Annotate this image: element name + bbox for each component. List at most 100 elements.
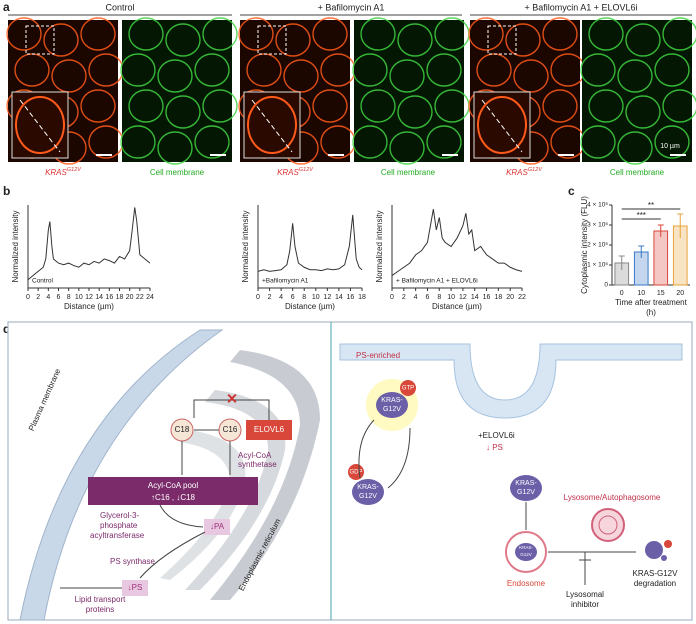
cell [617,131,653,165]
arrow [358,419,375,479]
gene: KRAS [277,168,299,177]
x-tick-label: 24 [146,294,154,301]
bar [653,230,669,286]
x-tick-label: 4 [279,294,283,301]
y-axis-label: Normalized intensity [241,210,250,282]
cell [397,95,433,129]
y-axis-label: Normalized intensity [11,210,20,282]
cell [202,17,238,51]
label: proteins [86,605,114,614]
gene: KRAS [506,168,528,177]
y-axis-label: Normalized intensity [375,210,384,282]
protein-label: KRAS- [519,545,533,550]
node-label: Acyl-CoA pool [148,481,198,490]
node [88,477,258,505]
cell [360,89,396,123]
panel-label: c [568,184,575,198]
x-tick-label: 4 [46,294,50,301]
profile-line [27,207,151,281]
x-axis-label: Distance (µm) [285,302,335,311]
enzyme-label: phosphate [100,521,138,530]
protein-label: G12V [359,493,377,500]
x-tick-label: 4 [414,294,418,301]
x-tick-label: 0 [390,294,394,301]
plasma-membrane [19,329,224,621]
enzyme-label: Acyl-CoA [238,451,272,460]
x-tick-label: 22 [136,294,144,301]
cell [426,125,462,159]
cell [165,95,201,129]
x-tick-label: 0 [26,294,30,301]
x-tick-label: 18 [116,294,124,301]
cell [389,131,425,165]
series-label: Control [32,278,54,285]
x-tick-label: 8 [302,294,306,301]
cell [120,125,156,159]
label: PS-enriched [356,351,400,360]
superscript: G12V [299,167,314,173]
channel-label: KRASG12V [45,167,82,177]
y-tick-label: 4 × 10⁶ [587,202,608,209]
x-tick-label: 22 [518,294,526,301]
cell [505,23,541,57]
cell [542,89,578,123]
scale-bar-label: 10 µm [660,143,680,150]
cell [625,95,661,129]
cell [6,17,42,51]
cell [389,59,425,93]
cell [80,89,116,123]
x-axis-label: Time after treatment [615,298,688,307]
cell [588,17,624,51]
cell [662,17,696,51]
protein-label: G12V [383,406,401,413]
membrane [339,343,683,419]
x-tick-label: 16 [105,294,113,301]
x-tick-label: 20 [676,290,684,297]
x-tick-label: 12 [459,294,467,301]
x-tick-label: 10 [447,294,455,301]
panel-label: d [3,322,10,336]
inset-box [257,25,287,55]
cell [312,17,348,51]
channel-label: Cell membrane [610,168,665,177]
micrographs [6,17,696,165]
right-diagram: PS-enriched KRAS- G12V GTP KRAS- G12V GD… [339,343,683,609]
enzyme-label: Glycerol-3- [100,511,139,520]
profile-line [257,214,363,272]
label: Lysosome/Autophagosome [564,493,661,502]
nucleotide-label: GDP [349,470,362,476]
protein-label: KRAS- [357,484,379,491]
cell [654,125,690,159]
label: +ELOVL6i [478,431,515,440]
node [122,580,148,596]
superscript: G12V [67,167,82,173]
protein [376,392,408,418]
x-tick-label: 20 [126,294,134,301]
significance-label: *** [637,211,646,220]
nucleotide [400,380,416,396]
x-axis-label: Distance (µm) [432,302,482,311]
channel-label: Cell membrane [381,168,436,177]
y-tick-label: 1 × 10⁶ [587,262,608,269]
x-axis-label: Distance (µm) [64,302,114,311]
nucleotide-label: GTP [402,386,414,392]
fragment [645,541,663,559]
cell [157,131,193,165]
cell [397,23,433,57]
x-tick-label: 6 [57,294,61,301]
channel-label: Cell membrane [150,168,205,177]
x-tick-label: 2 [36,294,40,301]
inset-box [25,25,55,55]
series-label: +Bafilomycin A1 [262,278,309,285]
cell [80,17,116,51]
channel-label: KRASG12V [506,167,543,177]
x-tick-label: 14 [95,294,103,301]
profile-line [19,99,61,153]
node [246,420,292,440]
x-tick-label: 2 [268,294,272,301]
gene: KRAS [45,168,67,177]
label: Lysosomal [566,590,604,599]
cell [426,53,462,87]
group-title: + Bafilomycin A1 [318,2,385,12]
cell [580,125,616,159]
